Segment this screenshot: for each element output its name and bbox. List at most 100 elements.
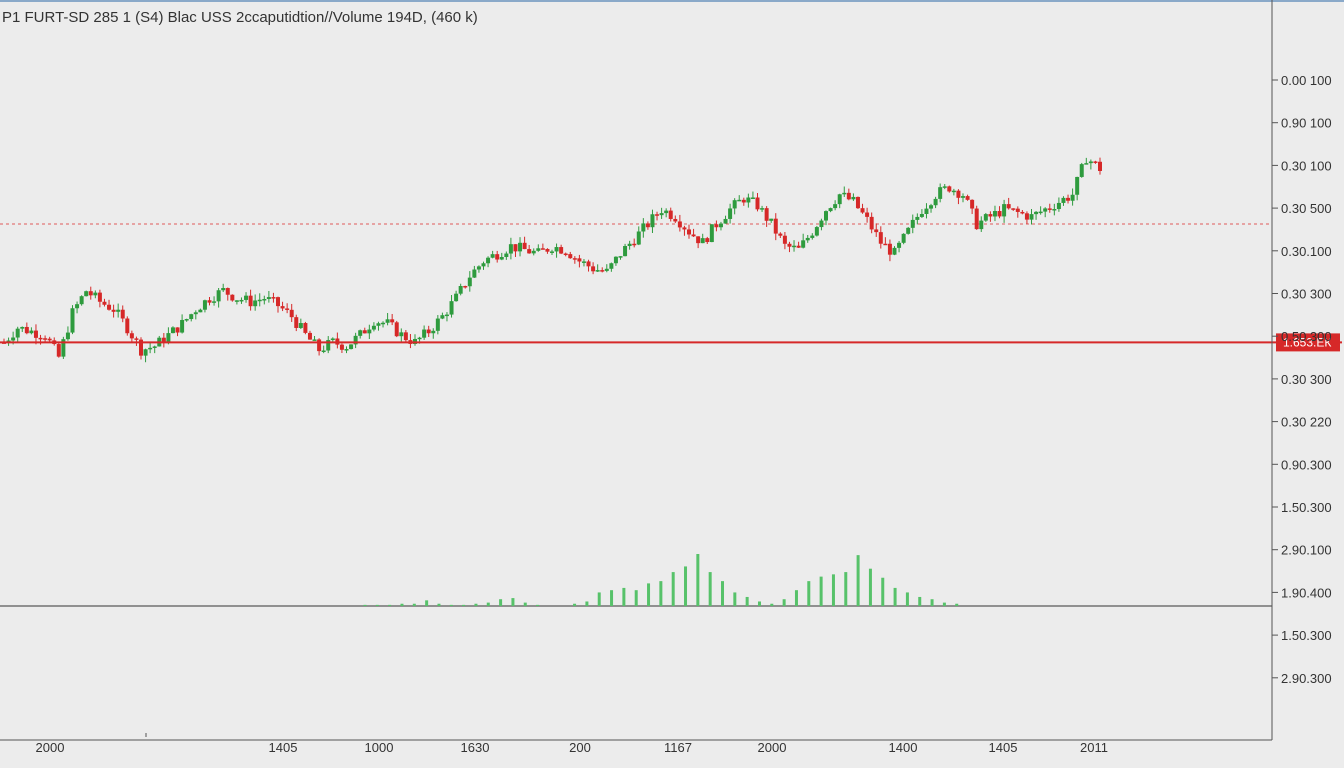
candle-body <box>79 296 84 305</box>
candle-body <box>709 224 714 243</box>
candle-body <box>837 194 842 205</box>
candle-body <box>518 242 523 252</box>
y-tick-label: 0.50.300 <box>1281 329 1332 344</box>
candle-body <box>47 338 52 341</box>
candle-body <box>732 200 737 209</box>
candle-body <box>645 223 650 228</box>
volume-bar <box>523 602 527 606</box>
candle-body <box>116 309 121 312</box>
candle-body <box>486 257 491 264</box>
candle-body <box>673 218 678 222</box>
candle-body <box>563 253 568 256</box>
candle-body <box>632 243 637 246</box>
candle-body <box>933 198 938 206</box>
candle-body <box>1011 208 1016 210</box>
volume-bar <box>536 604 540 606</box>
candle-body <box>650 214 655 228</box>
candle-body <box>65 332 70 340</box>
candle-body <box>577 258 582 262</box>
candle-body <box>746 197 751 203</box>
candle-body <box>540 248 545 250</box>
candle-body <box>495 254 500 260</box>
candle-body <box>755 197 760 210</box>
candle-body <box>1052 209 1057 211</box>
volume-bar <box>721 581 724 606</box>
candle-body <box>212 301 217 303</box>
candle-body <box>1084 163 1089 165</box>
candle-body <box>111 309 116 312</box>
candle-body <box>901 233 906 243</box>
y-tick-label: 0.00 100 <box>1281 73 1332 88</box>
candle-body <box>929 205 934 209</box>
x-tick-label: 1000 <box>365 740 394 755</box>
candle-body <box>1088 161 1093 164</box>
candle-body <box>883 243 888 246</box>
candle-body <box>180 319 185 333</box>
candle-body <box>919 213 924 217</box>
candle-body <box>11 337 16 341</box>
candle-body <box>810 235 815 238</box>
candle-body <box>805 237 810 241</box>
candle-body <box>1002 204 1007 217</box>
volume-bar <box>511 598 515 606</box>
volume-bar <box>955 603 959 606</box>
candle-body <box>714 224 719 228</box>
volume-bar <box>819 576 823 606</box>
candle-body <box>723 218 728 224</box>
volume-bar <box>782 599 786 606</box>
candle-body <box>198 309 203 313</box>
candle-body <box>915 216 920 220</box>
candle-body <box>961 196 965 198</box>
candle-body <box>700 238 705 244</box>
volume-bar <box>437 603 441 606</box>
window-top-border <box>0 0 1344 2</box>
candle-body <box>376 323 381 326</box>
candle-body <box>1015 208 1020 212</box>
candle-body <box>148 347 153 350</box>
candle-body <box>846 192 851 200</box>
y-tick-label: 2.90.100 <box>1281 543 1332 558</box>
candle-body <box>298 323 303 328</box>
candle-body <box>1066 197 1071 201</box>
y-tick-label: 0.90 100 <box>1281 116 1332 131</box>
candle-body <box>225 288 230 295</box>
volume-bar <box>868 568 872 606</box>
candle-body <box>230 294 235 301</box>
volume-bar <box>684 566 688 606</box>
candle-body <box>568 254 573 259</box>
volume-bar <box>474 603 478 606</box>
candle-body <box>897 242 902 248</box>
candle-body <box>741 199 746 203</box>
volume-bar <box>400 603 404 606</box>
x-tick-label: 2000 <box>758 740 787 755</box>
candle-body <box>431 330 436 334</box>
volume-bar <box>745 596 749 606</box>
candle-body <box>682 227 687 230</box>
x-tick-label: 1405 <box>989 740 1018 755</box>
candle-body <box>371 325 376 330</box>
candle-body <box>244 295 249 300</box>
volume-bar <box>388 604 392 606</box>
candle-body <box>24 326 29 334</box>
candle-body <box>668 210 673 219</box>
candle-body <box>1034 211 1039 215</box>
candle-body <box>449 301 454 315</box>
candle-body <box>467 277 472 287</box>
candle-body <box>842 192 847 195</box>
candle-body <box>129 333 134 339</box>
candle-body <box>458 286 463 294</box>
candle-body <box>801 240 806 248</box>
candle-body <box>134 338 139 340</box>
candle-body <box>403 332 408 341</box>
candle-body <box>828 208 833 212</box>
candle-body <box>924 208 929 214</box>
candle-body <box>604 268 609 271</box>
candle-body <box>221 288 226 291</box>
candle-body <box>276 297 280 307</box>
volume-bar <box>622 587 626 606</box>
candle-body <box>947 186 952 192</box>
candle-body <box>764 208 769 221</box>
y-tick-label: 0.30 100 <box>1281 158 1332 173</box>
volume-bar <box>757 601 761 606</box>
